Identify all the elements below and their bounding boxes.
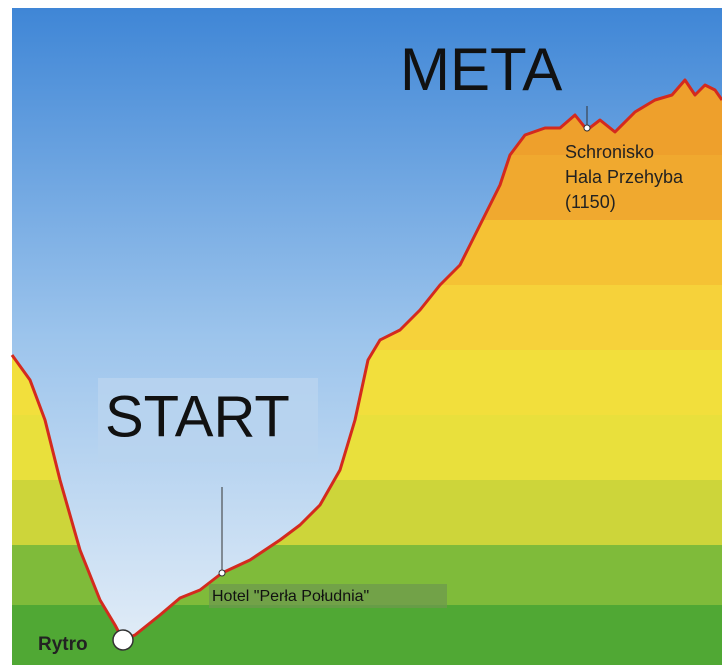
origin-label: Rytro — [38, 634, 88, 655]
finish-place: Hala Przehyba — [565, 167, 684, 187]
origin-marker — [113, 630, 133, 650]
finish-title: META — [400, 36, 562, 103]
finish-marker — [584, 125, 590, 131]
start-place: Hotel "Perła Południa" — [212, 588, 369, 605]
finish-place: Schronisko — [565, 142, 654, 162]
elevation-profile: META Schronisko Hala Przehyba (1150) STA… — [0, 0, 722, 665]
start-title: START — [105, 384, 290, 449]
finish-place: (1150) — [565, 192, 616, 212]
start-marker — [219, 570, 225, 576]
